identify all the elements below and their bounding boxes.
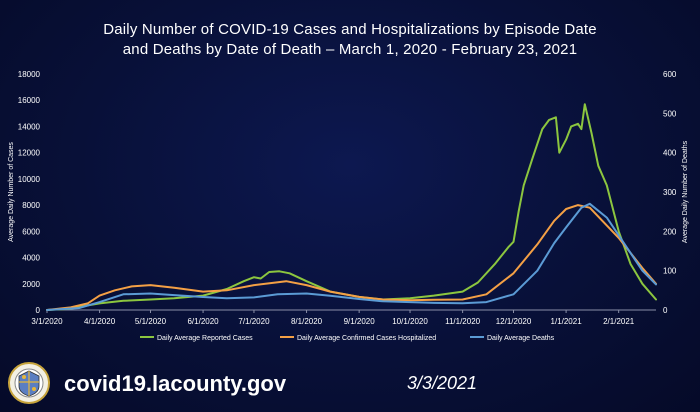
y-left-tick-label: 18000 [18, 70, 41, 79]
series-line-2 [46, 204, 657, 311]
y-left-tick-label: 0 [36, 306, 41, 315]
series-line-3 [46, 202, 657, 311]
legend-label-2: Daily Average Confirmed Cases Hospitaliz… [297, 335, 436, 342]
y-left-tick-label: 8000 [22, 201, 40, 210]
footer-date: 3/3/2021 [407, 373, 478, 393]
series-line-1 [46, 103, 657, 311]
y-right-tick-label: 500 [663, 109, 677, 118]
y-left-tick-label: 16000 [18, 96, 41, 105]
chart-title-line2: and Deaths by Date of Death – March 1, 2… [122, 41, 578, 58]
y-left-tick-label: 2000 [22, 280, 40, 289]
county-seal-icon [8, 362, 50, 404]
y-right-tick-label: 300 [663, 188, 677, 197]
x-tick-label: 3/1/2020 [31, 317, 63, 326]
x-tick-label: 8/1/2020 [291, 317, 323, 326]
chart-title: Daily Number of COVID-19 Cases and Hospi… [0, 20, 700, 60]
legend-label-3: Daily Average Deaths [487, 335, 555, 342]
x-tick-label: 6/1/2020 [187, 317, 219, 326]
legend-label-1: Daily Average Reported Cases [157, 335, 253, 342]
y-left-tick-label: 10000 [18, 175, 41, 184]
y-left-tick-label: 4000 [22, 254, 40, 263]
y-right-tick-label: 200 [663, 227, 677, 236]
y-left-axis-title: Average Daily Number of Cases [8, 142, 15, 242]
y-right-tick-label: 400 [663, 149, 677, 158]
x-tick-label: 9/1/2020 [344, 317, 376, 326]
y-left-tick-label: 6000 [22, 227, 40, 236]
y-left-tick-label: 12000 [18, 149, 41, 158]
x-tick-label: 1/1/2021 [551, 317, 583, 326]
chart-title-line1: Daily Number of COVID-19 Cases and Hospi… [103, 21, 597, 38]
x-tick-label: 7/1/2020 [238, 317, 270, 326]
x-tick-label: 12/1/2020 [496, 317, 532, 326]
y-right-tick-label: 100 [663, 267, 677, 276]
x-tick-label: 4/1/2020 [84, 317, 116, 326]
y-right-tick-label: 600 [663, 70, 677, 79]
x-tick-label: 11/1/2020 [445, 317, 481, 326]
footer-url: covid19.lacounty.gov [64, 371, 287, 396]
x-tick-label: 2/1/2021 [603, 317, 635, 326]
x-tick-label: 10/1/2020 [392, 317, 428, 326]
y-right-axis-title: Average Daily Number of Deaths [682, 140, 689, 243]
y-left-tick-label: 14000 [18, 122, 41, 131]
y-right-tick-label: 0 [663, 306, 668, 315]
x-tick-label: 5/1/2020 [135, 317, 167, 326]
